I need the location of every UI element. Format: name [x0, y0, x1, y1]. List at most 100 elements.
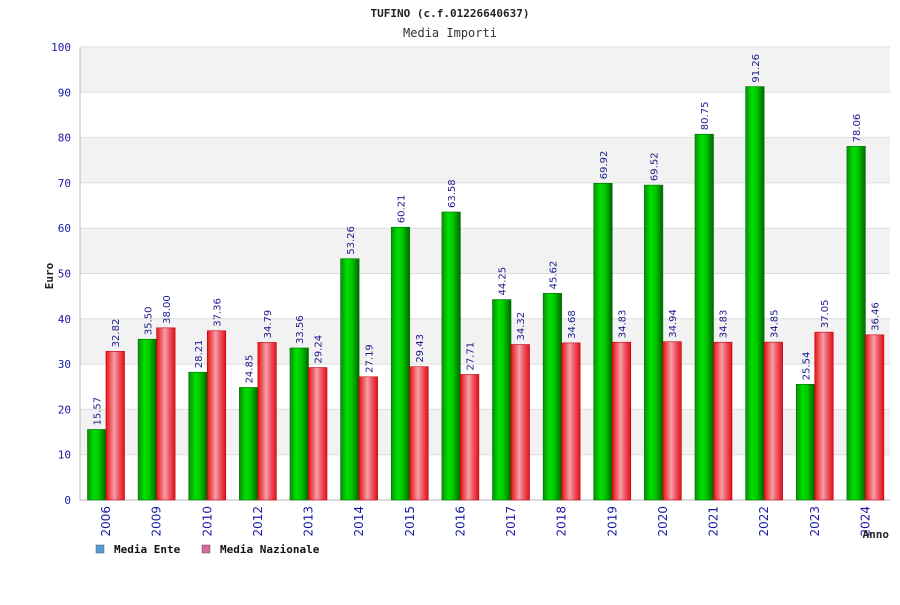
bar-media-ente-2015	[390, 226, 411, 501]
value-label: 24.85	[245, 355, 256, 384]
bar-media-nazionale-2020	[662, 341, 682, 501]
bar-media-ente-2024	[846, 146, 866, 501]
value-label: 36.46	[871, 302, 882, 331]
value-label: 63.58	[447, 179, 458, 208]
bar-media-nazionale-2018	[561, 342, 581, 501]
bar-media-ente-2009	[137, 338, 157, 501]
bar-media-ente-2019	[593, 182, 613, 501]
value-label: 25.54	[802, 352, 813, 381]
value-label: 37.36	[213, 298, 224, 327]
bar-media-nazionale-2023	[814, 331, 834, 501]
value-label: 80.75	[700, 102, 711, 131]
bar-media-ente-2013	[289, 347, 309, 501]
bar-media-nazionale-2022	[763, 341, 783, 501]
value-label: 33.56	[295, 315, 306, 344]
bar-media-nazionale-2015	[409, 366, 429, 501]
value-label: 34.83	[719, 310, 730, 339]
x-tick-label: 2020	[656, 506, 670, 537]
value-label: 15.57	[93, 397, 104, 426]
value-label: 34.83	[618, 310, 629, 339]
grid-band	[80, 92, 890, 138]
value-label: 45.62	[548, 261, 559, 290]
value-label: 34.32	[516, 312, 527, 341]
bar-media-nazionale-2014	[358, 376, 378, 501]
legend: Media Ente Media Nazionale	[95, 543, 320, 556]
bar-media-nazionale-2006	[105, 351, 125, 501]
x-tick-label: 2009	[150, 506, 164, 537]
bar-media-ente-2022	[745, 86, 765, 501]
y-tick-label: 60	[58, 222, 71, 235]
grid-band	[80, 182, 890, 229]
x-tick-label: 2014	[352, 506, 366, 537]
y-tick-label: 50	[58, 268, 71, 281]
value-label: 34.85	[769, 309, 780, 338]
y-tick-label: 0	[64, 494, 71, 507]
legend-swatch-media-ente	[95, 544, 105, 554]
grid-band	[80, 137, 890, 183]
value-label: 27.71	[466, 342, 477, 371]
bar-media-ente-2006	[87, 429, 107, 501]
bar-media-nazionale-2019	[611, 341, 632, 501]
x-tick-label: 2012	[251, 506, 265, 537]
bar-media-nazionale-2024	[865, 334, 885, 501]
chart-subtitle: Media Importi	[403, 26, 497, 40]
bar-media-ente-2017	[492, 299, 512, 501]
value-label: 28.21	[194, 340, 205, 369]
chart-title: TUFINO (c.f.01226640637)	[371, 7, 530, 20]
value-label: 29.43	[415, 334, 426, 363]
bar-media-nazionale-2021	[713, 341, 733, 501]
value-label: 29.24	[314, 335, 325, 364]
bar-media-nazionale-2013	[308, 367, 328, 501]
x-tick-label: 2016	[453, 506, 467, 537]
value-label: 69.92	[599, 151, 610, 180]
y-tick-label: 70	[58, 177, 71, 190]
value-label: 35.50	[143, 307, 154, 336]
bars	[87, 86, 885, 501]
x-tick-label: 2021	[707, 506, 721, 537]
value-label: 69.52	[650, 152, 661, 181]
x-tick-label: 2017	[504, 506, 518, 537]
value-label: 34.94	[668, 309, 679, 338]
x-tick-label: 2018	[555, 506, 569, 537]
y-tick-label: 40	[58, 313, 71, 326]
y-tick-label: 90	[58, 86, 71, 99]
grid-band	[80, 228, 890, 274]
legend-label-media-ente: Media Ente	[114, 543, 181, 556]
value-label: 53.26	[346, 226, 357, 255]
x-tick-label: 2015	[403, 506, 417, 537]
x-tick-label: 2023	[808, 506, 822, 537]
value-label: 38.00	[162, 295, 173, 324]
value-label: 37.05	[820, 300, 831, 329]
x-tick-label: 2006	[99, 506, 113, 537]
y-tick-label: 10	[58, 449, 71, 462]
bar-media-nazionale-2017	[510, 344, 530, 501]
bar-media-ente-2018	[542, 293, 562, 501]
value-label: 27.19	[364, 344, 375, 373]
bar-media-ente-2016	[441, 211, 461, 501]
value-label: 91.26	[751, 54, 762, 83]
bar-media-ente-2023	[795, 384, 816, 501]
x-tick-label: 2019	[605, 506, 619, 537]
bar-media-ente-2021	[694, 133, 714, 501]
bar-media-ente-2020	[644, 184, 664, 501]
x-tick-label: 2024	[858, 506, 872, 537]
bar-media-ente-2010	[188, 371, 208, 501]
legend-swatch-media-nazionale	[201, 544, 211, 554]
y-tick-label: 20	[58, 403, 71, 416]
bar-media-ente-2012	[239, 387, 259, 501]
bar-media-nazionale-2010	[206, 330, 227, 501]
bar-media-nazionale-2009	[156, 327, 176, 501]
value-labels: 15.57 32.82 35.50 38.00 28.21 37.36 24.85 34.79…	[93, 54, 882, 426]
value-label: 78.06	[852, 114, 863, 143]
y-tick-label: 100	[51, 41, 71, 54]
x-tick-label: 2013	[302, 506, 316, 537]
x-axis-ticks: 2006 2009 2010 2012 2013 2014 2015 2016 2017 2018…	[99, 506, 872, 537]
bar-media-ente-2014	[340, 258, 360, 501]
value-label: 34.79	[263, 310, 274, 339]
grid-band	[80, 47, 890, 93]
x-tick-label: 2010	[200, 506, 214, 537]
x-axis-label: Anno	[863, 528, 890, 541]
value-label: 60.21	[397, 195, 408, 224]
